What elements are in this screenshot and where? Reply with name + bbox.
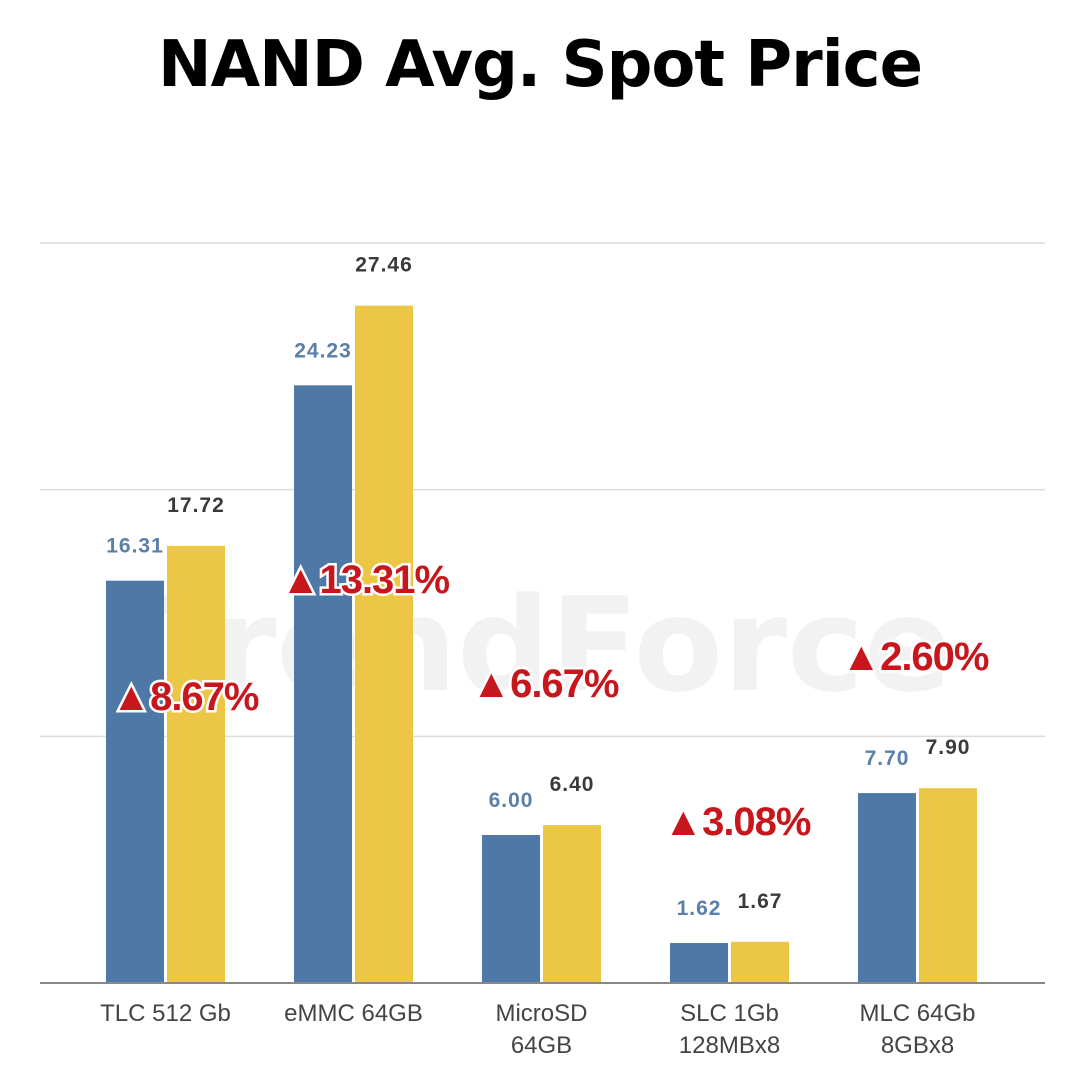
x-tick-label: eMMC 64GB <box>284 1000 423 1027</box>
data-label: 7.70 <box>865 747 910 770</box>
bar <box>919 788 977 983</box>
data-label: 7.90 <box>926 736 971 759</box>
change-label: ▲3.08% <box>663 800 810 844</box>
change-label: ▲8.67% <box>111 675 258 719</box>
x-tick-label: TLC 512 Gb <box>100 1000 231 1027</box>
bar <box>355 305 413 983</box>
x-tick-label: 64GB <box>511 1032 572 1059</box>
change-label: ▲13.31% <box>281 558 450 602</box>
data-label: 1.62 <box>677 897 722 920</box>
data-label: 16.31 <box>106 535 164 558</box>
bar <box>106 580 164 983</box>
data-label: 6.40 <box>550 773 595 796</box>
data-label: 17.72 <box>167 494 225 517</box>
bar <box>543 825 601 983</box>
data-label: 27.46 <box>355 254 413 277</box>
watermark: TrendForce <box>138 569 952 721</box>
bar <box>670 943 728 983</box>
bar <box>482 835 540 983</box>
bar <box>858 793 916 983</box>
x-tick-label: MicroSD <box>495 1000 587 1027</box>
change-label: ▲6.67% <box>471 662 618 706</box>
bar <box>167 545 225 983</box>
x-tick-label: 128MBx8 <box>679 1032 780 1059</box>
x-tick-label: 8GBx8 <box>881 1032 954 1059</box>
data-label: 6.00 <box>489 789 534 812</box>
x-tick-label: MLC 64Gb <box>859 1000 975 1027</box>
x-tick-label: SLC 1Gb <box>680 1000 779 1027</box>
bar <box>294 385 352 983</box>
bar <box>731 941 789 983</box>
chart-title: NAND Avg. Spot Price <box>158 28 923 102</box>
data-label: 1.67 <box>738 890 783 913</box>
data-label: 24.23 <box>294 339 352 362</box>
change-label: ▲2.60% <box>841 635 988 679</box>
